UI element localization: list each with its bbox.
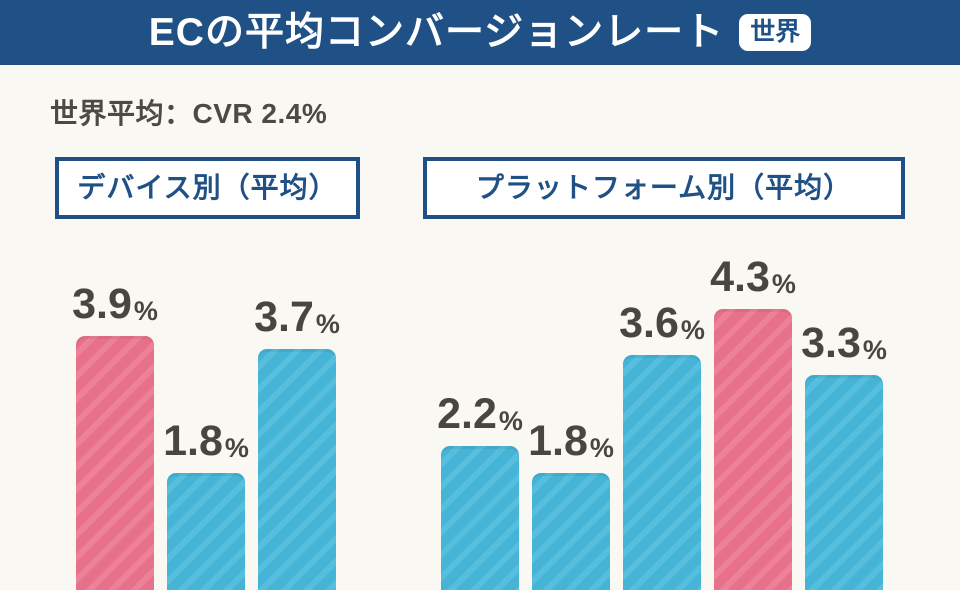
bar-teal: [258, 349, 336, 590]
bar-pink: [714, 309, 792, 590]
bar-value-label: 1.8%: [528, 417, 614, 465]
bar-value-label: 3.9%: [72, 280, 158, 328]
bar-teal: [441, 446, 519, 590]
header-bar: ECの平均コンバージョンレート 世界: [0, 0, 960, 65]
bar-teal: [167, 473, 245, 590]
bar-teal: [623, 355, 701, 590]
section-title-device-label: デバイス別（平均）: [77, 172, 338, 203]
world-average-note: 世界平均：CVR 2.4%: [50, 98, 328, 129]
section-title-platform-label: プラットフォーム別（平均）: [475, 172, 853, 203]
section-title-device: デバイス別（平均）: [55, 157, 360, 219]
bar-value-label: 3.7%: [254, 293, 340, 341]
bar-value-label: 3.3%: [801, 319, 887, 367]
section-title-platform: プラットフォーム別（平均）: [423, 157, 905, 219]
bar-teal: [805, 375, 883, 590]
bar-value-label: 2.2%: [437, 390, 523, 438]
bar-value-label: 4.3%: [710, 253, 796, 301]
bar-teal: [532, 473, 610, 590]
page-title: ECの平均コンバージョンレート: [148, 11, 725, 54]
bar-value-label: 3.6%: [619, 299, 705, 347]
bar-pink: [76, 336, 154, 590]
region-badge: 世界: [739, 14, 812, 51]
bar-value-label: 1.8%: [163, 417, 249, 465]
